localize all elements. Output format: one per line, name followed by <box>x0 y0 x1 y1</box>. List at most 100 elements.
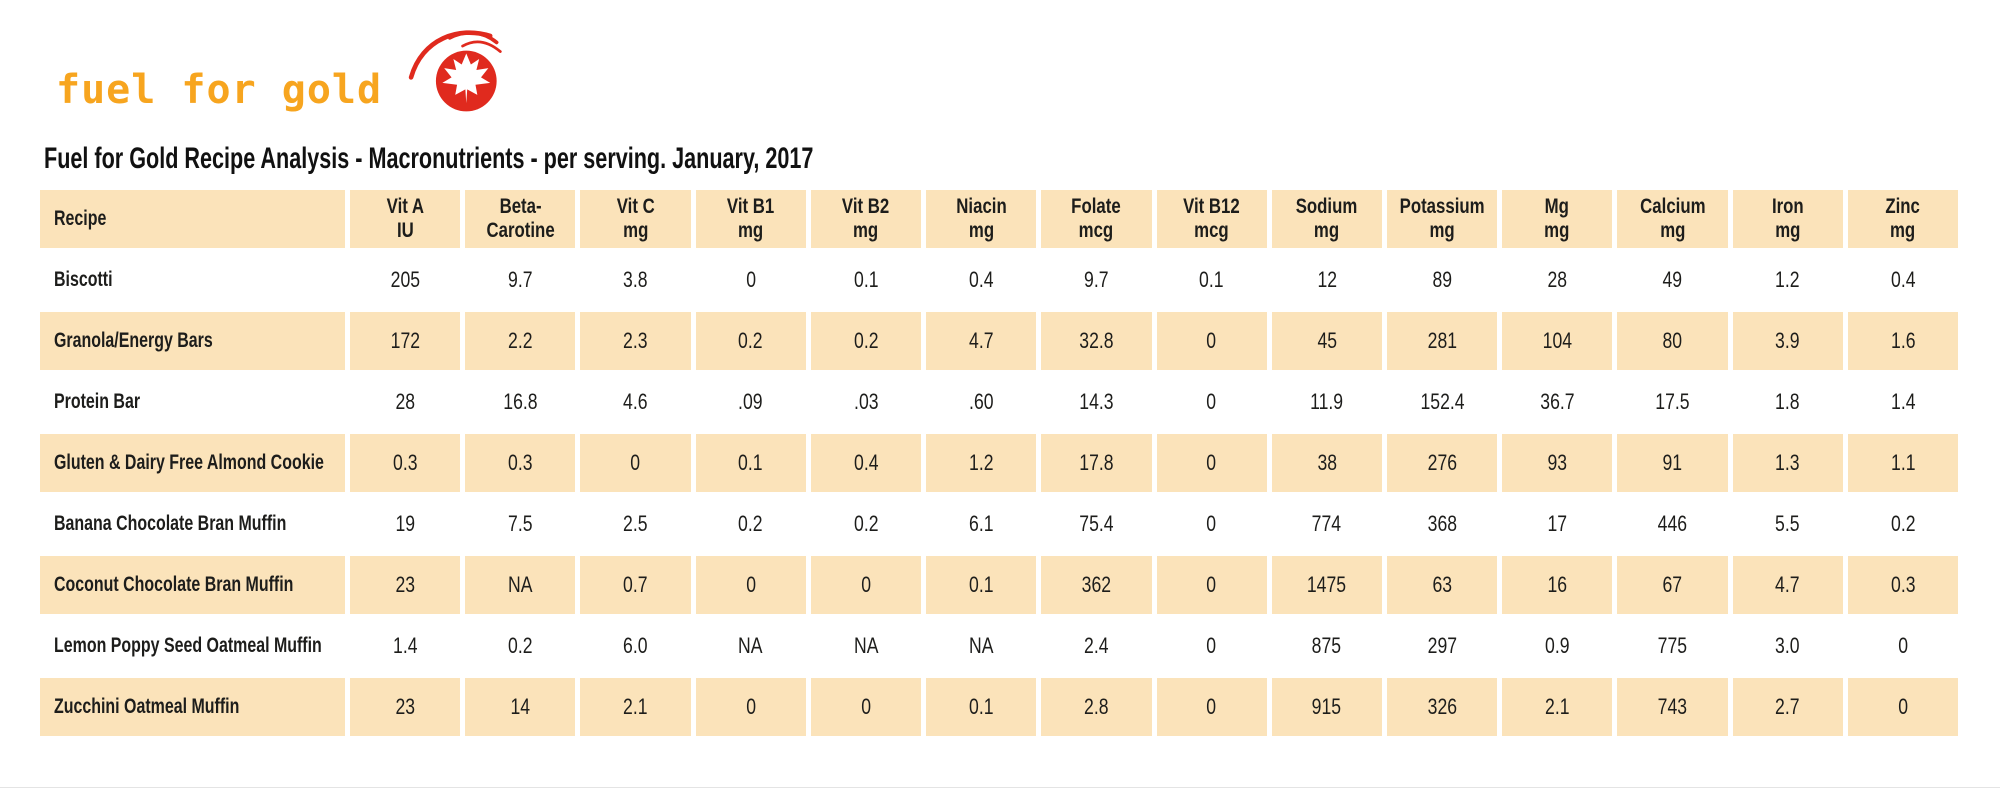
value-cell: 38 <box>1271 434 1382 492</box>
value-cell: 326 <box>1386 678 1498 736</box>
column-header: Mg mg <box>1502 190 1613 248</box>
value-cell: 205 <box>390 267 420 292</box>
value-cell: 5.5 <box>1775 511 1800 536</box>
maple-leaf-comet-icon <box>408 30 502 112</box>
value-cell: 89 <box>1432 267 1452 292</box>
logo: fuel for gold <box>56 24 510 116</box>
value-cell: 0.1 <box>1199 267 1224 292</box>
value-cell: NA <box>968 633 994 658</box>
value-cell: 0.3 <box>350 434 461 492</box>
value-cell: NA <box>738 633 763 658</box>
value-cell: 0.2 <box>695 312 806 370</box>
value-cell: 0.1 <box>926 678 1037 736</box>
value-cell: 91 <box>1617 434 1728 492</box>
value-cell: 14 <box>465 678 576 736</box>
value-cell: 4.7 <box>926 312 1037 370</box>
value-cell: 1.4 <box>1890 389 1916 414</box>
value-cell: .09 <box>738 389 763 414</box>
value-cell: 17 <box>1547 511 1568 536</box>
recipe-name: Protein Bar <box>54 390 141 413</box>
value-cell: 0 <box>1156 556 1267 614</box>
value-cell: 16 <box>1502 556 1613 614</box>
value-cell: 4.7 <box>1732 556 1843 614</box>
column-header: Sodium mg <box>1271 190 1382 248</box>
value-cell: 67 <box>1617 556 1728 614</box>
value-cell: 172 <box>350 312 461 370</box>
value-cell: 104 <box>1502 312 1613 370</box>
value-cell: 0 <box>1156 312 1267 370</box>
value-cell: 1.8 <box>1775 389 1800 414</box>
value-cell: 23 <box>350 678 461 736</box>
value-cell: 32.8 <box>1041 312 1152 370</box>
value-cell: 23 <box>350 556 461 614</box>
recipe-name: Granola/Energy Bars <box>40 312 345 370</box>
value-cell: 6.1 <box>968 511 994 536</box>
value-cell: 7.5 <box>508 511 533 536</box>
value-cell: 1.3 <box>1732 434 1843 492</box>
recipe-name: Biscotti <box>54 268 113 291</box>
value-cell: NA <box>465 556 576 614</box>
value-cell: 1.6 <box>1847 312 1958 370</box>
value-cell: 0.2 <box>508 633 533 658</box>
value-cell: 0 <box>1206 633 1217 658</box>
value-cell: 2.8 <box>1041 678 1152 736</box>
recipe-name: Lemon Poppy Seed Oatmeal Muffin <box>54 634 322 657</box>
column-header: Beta- Carotine <box>465 190 576 248</box>
page-title: Fuel for Gold Recipe Analysis - Macronut… <box>44 142 814 175</box>
logo-text: fuel for gold <box>56 67 383 113</box>
value-cell: 63 <box>1386 556 1498 614</box>
value-cell: 0 <box>810 556 922 614</box>
value-cell: 16.8 <box>503 389 538 414</box>
value-cell: 0.4 <box>810 434 922 492</box>
value-cell: 2.7 <box>1732 678 1843 736</box>
value-cell: 0 <box>745 267 756 292</box>
value-cell: 0.2 <box>1890 511 1916 536</box>
value-cell: 2.4 <box>1084 633 1109 658</box>
value-cell: 774 <box>1312 511 1342 536</box>
column-header: Vit B12 mcg <box>1156 190 1267 248</box>
column-header: Potassium mg <box>1386 190 1498 248</box>
value-cell: 276 <box>1386 434 1498 492</box>
column-header: Vit B2 mg <box>810 190 922 248</box>
value-cell: 0.1 <box>926 556 1037 614</box>
value-cell: 0.1 <box>853 267 879 292</box>
recipe-name: Banana Chocolate Bran Muffin <box>54 512 287 535</box>
value-cell: 0 <box>580 434 691 492</box>
value-cell: 12 <box>1317 267 1337 292</box>
value-cell: 0.2 <box>810 312 922 370</box>
value-cell: 0 <box>810 678 922 736</box>
value-cell: 0.9 <box>1544 633 1570 658</box>
value-cell: 1.4 <box>392 633 418 658</box>
value-cell: 368 <box>1427 511 1457 536</box>
value-cell: 0 <box>1206 511 1217 536</box>
value-cell: 0.1 <box>695 434 806 492</box>
value-cell: 0 <box>1156 434 1267 492</box>
column-header: Folate mcg <box>1041 190 1152 248</box>
value-cell: 0.4 <box>968 267 994 292</box>
value-cell: NA <box>853 633 879 658</box>
value-cell: 297 <box>1427 633 1457 658</box>
value-cell: 14.3 <box>1079 389 1114 414</box>
value-cell: 152.4 <box>1420 389 1465 414</box>
value-cell: 3.8 <box>623 267 648 292</box>
value-cell: 49 <box>1662 267 1683 292</box>
value-cell: 0.7 <box>580 556 691 614</box>
value-cell: 0 <box>1847 678 1958 736</box>
value-cell: 93 <box>1502 434 1613 492</box>
value-cell: 17.8 <box>1041 434 1152 492</box>
value-cell: 4.6 <box>623 389 648 414</box>
value-cell: 9.7 <box>508 267 533 292</box>
value-cell: .60 <box>968 389 994 414</box>
recipe-name: Zucchini Oatmeal Muffin <box>40 678 345 736</box>
value-cell: 2.1 <box>580 678 691 736</box>
value-cell: 19 <box>395 511 415 536</box>
value-cell: 1475 <box>1271 556 1382 614</box>
value-cell: 28 <box>1547 267 1568 292</box>
recipe-name: Gluten & Dairy Free Almond Cookie <box>40 434 345 492</box>
value-cell: 362 <box>1041 556 1152 614</box>
value-cell: 0.2 <box>738 511 763 536</box>
value-cell: 0.3 <box>1847 556 1958 614</box>
value-cell: 0.2 <box>853 511 879 536</box>
